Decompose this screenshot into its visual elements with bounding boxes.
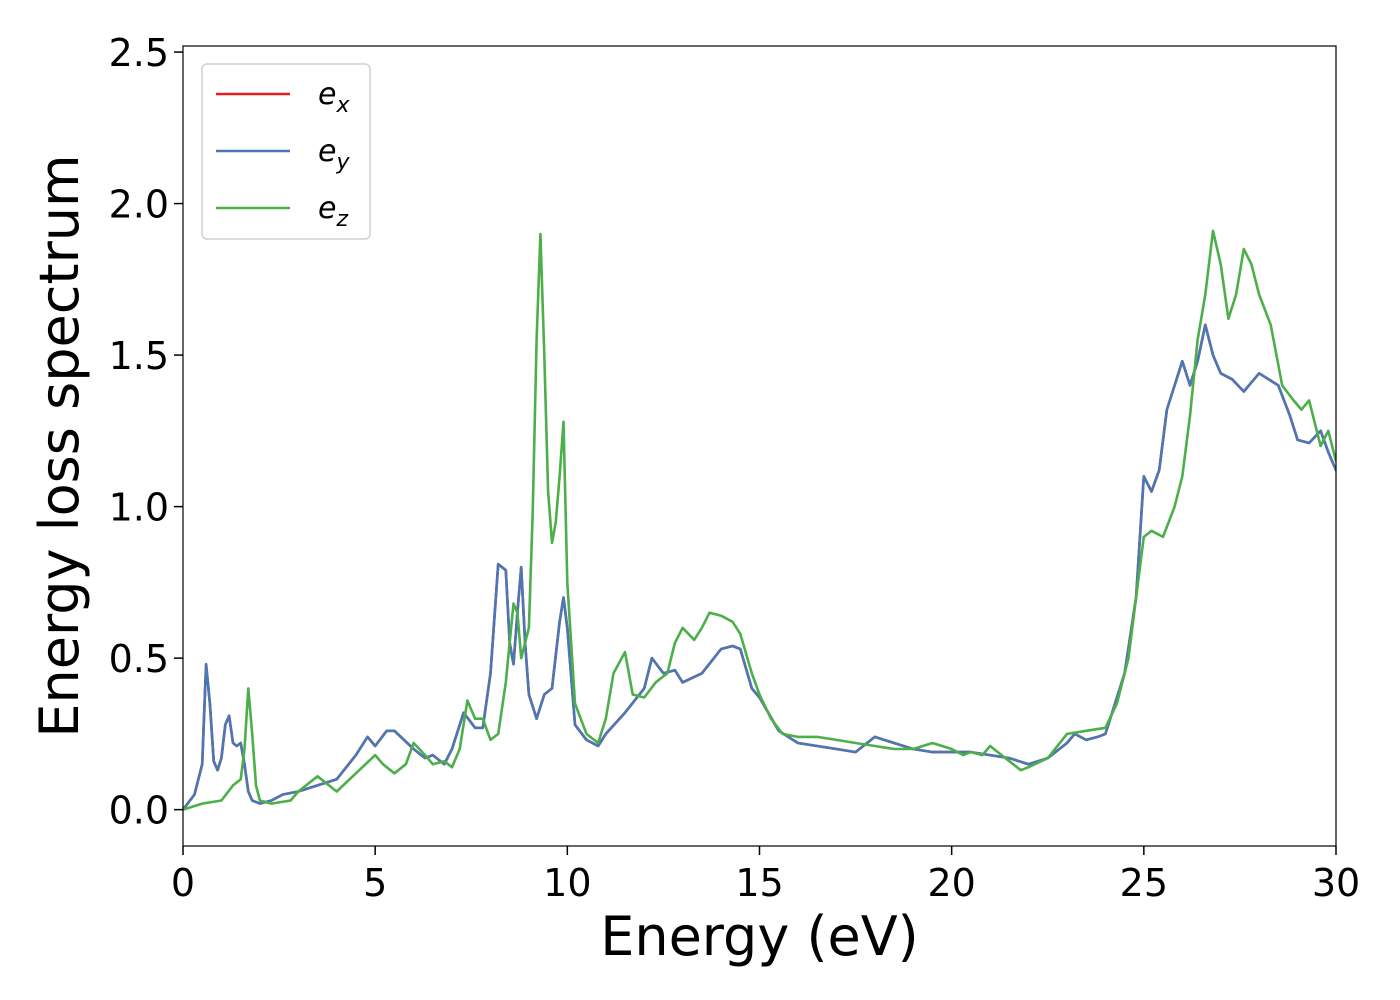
y-tick-label: 2.0 [109,183,169,227]
series-line-ez [183,229,1336,811]
x-tick-label: 20 [927,861,975,905]
y-tick-label: 1.0 [109,486,169,530]
x-tick-label: 5 [363,861,387,905]
series-line-ey [183,323,1336,811]
y-tick-label: 0.5 [109,637,169,681]
y-axis: 0.0 0.5 1.0 1.5 2.0 2.5 [109,31,183,833]
legend-label-subscript: y [335,150,350,175]
legend-label-base: e [318,191,336,226]
plot-area [183,46,1336,846]
x-tick-label: 10 [543,861,591,905]
series-layer [183,229,1336,811]
legend-label-base: e [318,134,336,169]
legend-label-subscript: x [335,93,350,118]
legend-label-base: e [318,77,336,112]
x-axis: 0 5 10 15 20 25 30 [171,846,1360,905]
y-axis-title: Energy loss spectrum [28,154,91,737]
y-tick-label: 1.5 [109,334,169,378]
x-tick-label: 15 [735,861,783,905]
legend-label-ez: ez [318,191,348,232]
x-tick-label: 30 [1312,861,1360,905]
legend-label-subscript: z [335,207,348,232]
y-tick-label: 0.0 [109,789,169,833]
legend-label-ey: ey [318,134,350,175]
legend-label-ex: ex [318,77,350,118]
x-tick-label: 0 [171,861,195,905]
x-axis-title: Energy (eV) [600,905,919,968]
y-tick-label: 2.5 [109,31,169,75]
x-tick-label: 25 [1120,861,1168,905]
